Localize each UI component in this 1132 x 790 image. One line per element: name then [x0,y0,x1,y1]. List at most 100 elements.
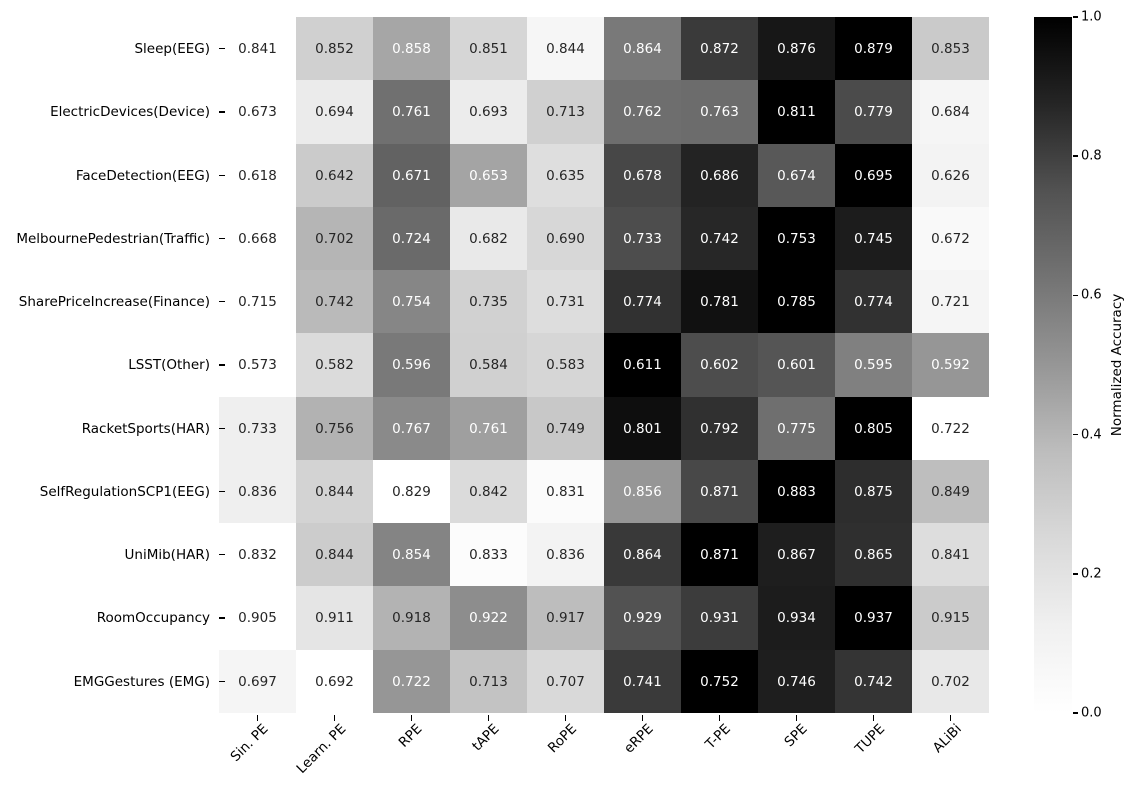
cell-value: 0.692 [315,673,354,690]
heatmap-cell: 0.733 [219,397,296,460]
heatmap-cell: 0.686 [681,144,758,207]
colorbar-tick-label: 0.8 [1081,148,1102,164]
cell-value: 0.582 [315,357,354,373]
heatmap-cell: 0.832 [219,523,296,586]
heatmap-cell: 0.601 [758,333,835,397]
column-label: SPE [781,721,811,751]
x-tick-mark [256,715,259,721]
colorbar-tick-mark [1073,294,1078,297]
cell-value: 0.595 [854,357,893,373]
cell-value: 0.785 [777,293,816,310]
heatmap-cell: 0.742 [835,650,912,713]
cell-value: 0.713 [546,104,585,120]
x-tick-mark [718,715,721,721]
y-tick-mark [219,490,225,493]
y-tick-mark [219,427,225,430]
cell-value: 0.671 [392,167,431,184]
heatmap-cell: 0.672 [912,207,989,270]
heatmap-cell: 0.753 [758,207,835,270]
column-label: RoPE [544,721,580,757]
heatmap-cell: 0.775 [758,397,835,460]
cell-value: 0.801 [623,420,662,437]
x-tick-mark [564,715,567,721]
heatmap-cell: 0.635 [527,144,604,207]
heatmap-cell: 0.715 [219,270,296,333]
cell-value: 0.905 [238,610,277,626]
cell-value: 0.836 [546,546,585,563]
heatmap-cell: 0.713 [527,80,604,144]
colorbar-tick-label: 0.4 [1081,427,1102,443]
y-tick-mark [219,680,225,683]
heatmap-cell: 0.596 [373,333,450,397]
heatmap-cell: 0.583 [527,333,604,397]
cell-value: 0.875 [854,483,893,500]
heatmap-cell: 0.801 [604,397,681,460]
cell-value: 0.741 [623,673,662,690]
y-tick-mark [219,47,225,50]
heatmap-cell: 0.713 [450,650,527,713]
cell-value: 0.733 [238,420,277,437]
cell-value: 0.864 [623,546,662,563]
heatmap-cell: 0.626 [912,144,989,207]
cell-value: 0.653 [469,167,508,184]
heatmap-cell: 0.742 [681,207,758,270]
x-tick-mark [949,715,952,721]
heatmap-cell: 0.724 [373,207,450,270]
x-tick-mark [333,715,336,721]
heatmap-cell: 0.831 [527,460,604,523]
heatmap-cell: 0.905 [219,586,296,650]
column-label: Learn. PE [292,721,349,777]
cell-value: 0.917 [546,610,585,626]
heatmap-cell: 0.582 [296,333,373,397]
colorbar-tick-mark [1073,712,1078,714]
heatmap-cell: 0.749 [527,397,604,460]
cell-value: 0.724 [392,230,431,247]
cell-value: 0.779 [854,104,893,120]
cell-value: 0.602 [700,357,739,373]
colorbar-tick-mark [1073,433,1078,436]
heatmap-cell: 0.785 [758,270,835,333]
heatmap-cell: 0.584 [450,333,527,397]
colorbar-tick-mark [1073,155,1078,157]
colorbar-tick-mark [1073,16,1078,18]
row-label: Sleep(EEG) [134,40,210,57]
cell-value: 0.682 [469,230,508,247]
y-tick-mark [219,174,225,177]
heatmap-cell: 0.917 [527,586,604,650]
heatmap-cell: 0.611 [604,333,681,397]
row-label: FaceDetection(EEG) [75,167,210,184]
heatmap-cell: 0.844 [296,460,373,523]
heatmap-cell: 0.653 [450,144,527,207]
heatmap-cell: 0.742 [296,270,373,333]
cell-value: 0.684 [931,104,970,120]
x-tick-mark [641,715,644,721]
cell-value: 0.742 [854,673,893,690]
heatmap-cell: 0.735 [450,270,527,333]
cell-value: 0.805 [854,420,893,437]
cell-value: 0.642 [315,167,354,184]
heatmap-cell: 0.853 [912,17,989,80]
heatmap-cell: 0.674 [758,144,835,207]
heatmap-cell: 0.746 [758,650,835,713]
cell-value: 0.833 [469,546,508,563]
heatmap-cell: 0.690 [527,207,604,270]
cell-value: 0.871 [700,546,739,563]
heatmap-cell: 0.692 [296,650,373,713]
heatmap-cell: 0.864 [604,523,681,586]
cell-value: 0.836 [238,483,277,500]
cell-value: 0.811 [777,104,816,120]
heatmap-cell: 0.602 [681,333,758,397]
cell-value: 0.876 [777,40,816,57]
heatmap-cell: 0.756 [296,397,373,460]
heatmap-cell: 0.864 [604,17,681,80]
heatmap-cell: 0.858 [373,17,450,80]
heatmap-cell: 0.844 [527,17,604,80]
y-tick-mark [219,111,225,113]
heatmap-cell: 0.592 [912,333,989,397]
cell-value: 0.573 [238,357,277,373]
cell-value: 0.635 [546,167,585,184]
cell-value: 0.678 [623,167,662,184]
heatmap-cell: 0.876 [758,17,835,80]
heatmap-cell: 0.805 [835,397,912,460]
